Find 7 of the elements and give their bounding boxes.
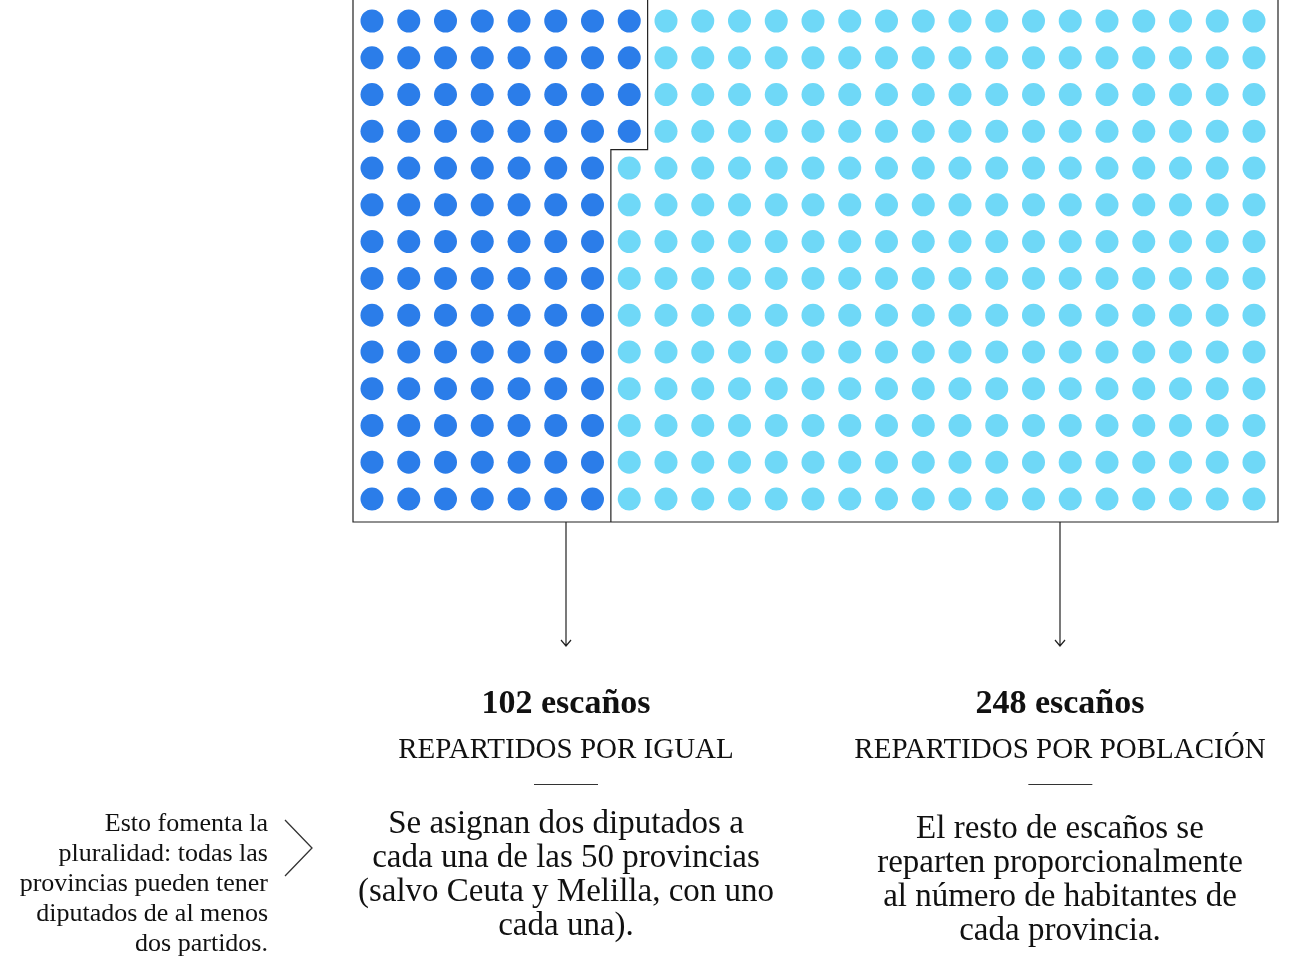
text: Esto fomenta la pluralidad: todas las provincias pueden tener diputados de al menos dos partidos.	[18, 808, 268, 958]
text: El resto de escaños se reparten proporcionalmente al número de habitantes de cada provincia.	[876, 808, 1244, 947]
category-label: REPARTIDOS POR IGUAL	[397, 731, 735, 766]
data-label: 102 escaños	[480, 682, 652, 722]
data-label: 248 escaños	[974, 682, 1146, 722]
category-label: REPARTIDOS POR POBLACIÓN	[854, 731, 1266, 766]
text: Se asignan dos diputados a cada una de las 50 provincias (salvo Ceuta y Melilla, con uno cada una).	[356, 804, 776, 942]
